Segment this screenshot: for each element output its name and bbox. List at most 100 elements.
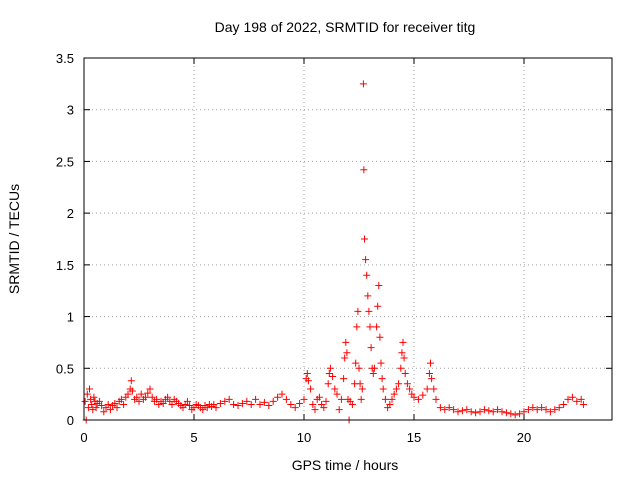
data-point-marker [127, 377, 135, 385]
data-point-marker [300, 395, 308, 403]
x-tick-label: 15 [407, 430, 421, 445]
data-point-marker [538, 404, 546, 412]
data-point-marker [485, 407, 493, 415]
data-point-marker [476, 408, 484, 416]
data-point-marker [153, 395, 161, 403]
data-point-marker [450, 406, 458, 414]
data-point-marker [342, 338, 350, 346]
data-point-marker [183, 397, 191, 405]
data-point-marker [356, 380, 364, 388]
data-point-marker [221, 397, 229, 405]
data-point-marker [363, 271, 371, 279]
data-point-marker [377, 359, 385, 367]
data-point-marker [467, 408, 475, 416]
data-point-marker [329, 373, 337, 381]
data-point-marker [498, 408, 506, 416]
data-point-marker [100, 408, 108, 416]
data-point-marker [148, 393, 156, 401]
data-point-marker [84, 404, 92, 412]
data-point-marker [135, 397, 143, 405]
data-point-marker [423, 385, 431, 393]
data-point-marker [90, 393, 98, 401]
data-point-marker [494, 406, 502, 414]
data-point-marker [458, 407, 466, 415]
data-points [81, 80, 587, 424]
data-point-marker [81, 397, 89, 405]
y-axis-label: SRMTID / TECUs [6, 184, 22, 294]
data-point-marker [86, 385, 93, 393]
data-point-marker [341, 354, 349, 362]
data-point-marker [376, 333, 384, 341]
data-point-marker [397, 364, 405, 372]
data-point-marker [146, 385, 154, 393]
data-point-marker [395, 380, 403, 388]
data-point-marker [309, 400, 317, 408]
data-point-marker [348, 400, 356, 408]
data-point-marker [386, 400, 394, 408]
data-point-marker [269, 397, 277, 405]
data-point-marker [352, 359, 360, 367]
y-tick-label: 0.5 [56, 361, 74, 376]
data-point-marker [546, 408, 554, 416]
data-point-marker [252, 395, 260, 403]
data-point-marker [274, 393, 282, 401]
plot-frame [83, 57, 613, 421]
y-tick-label: 2.5 [56, 154, 74, 169]
data-point-marker [573, 397, 581, 405]
data-point-marker [560, 400, 568, 408]
data-point-marker [234, 402, 242, 410]
data-point-marker [480, 406, 488, 414]
data-point-marker [225, 395, 233, 403]
data-point-marker [265, 402, 273, 410]
data-point-marker [117, 395, 125, 403]
data-point-marker [388, 395, 396, 403]
grid-lines [84, 58, 612, 420]
data-point-marker [343, 349, 351, 357]
data-point-marker [374, 302, 382, 310]
data-point-marker [360, 166, 368, 174]
data-point-marker [355, 364, 363, 372]
data-point-marker [358, 385, 366, 393]
data-point-marker [577, 395, 585, 403]
x-tick-label: 20 [517, 430, 531, 445]
data-point-marker [164, 393, 172, 401]
data-point-marker [502, 409, 510, 417]
data-point-marker [359, 80, 367, 88]
data-point-marker [243, 397, 251, 405]
data-point-marker [375, 282, 383, 290]
data-point-marker [247, 400, 255, 408]
data-point-marker [238, 399, 246, 407]
data-point-marker [419, 391, 427, 399]
data-point-marker [304, 377, 312, 385]
data-point-marker [315, 393, 323, 401]
data-point-marker [120, 400, 128, 408]
data-point-marker [436, 404, 444, 412]
data-point-marker [333, 390, 341, 398]
data-point-marker [511, 411, 519, 419]
data-point-marker [124, 390, 132, 398]
data-point-marker [362, 256, 370, 264]
data-point-marker [287, 400, 295, 408]
axis-ticks: 0 5 10 15 20 0 0.5 1 1.5 2 2.5 3 3.5 [56, 51, 612, 445]
data-point-marker [524, 406, 532, 414]
data-point-marker [370, 364, 378, 372]
data-point-marker [159, 399, 167, 407]
data-point-marker [278, 390, 286, 398]
x-axis-label: GPS time / hours [292, 457, 399, 473]
data-point-marker [379, 385, 387, 393]
x-tick-label: 5 [190, 430, 197, 445]
data-point-marker [551, 406, 559, 414]
data-point-marker [489, 408, 497, 416]
data-point-marker [212, 404, 220, 412]
data-point-marker [256, 400, 264, 408]
x-tick-label: 0 [80, 430, 87, 445]
data-point-marker [403, 380, 411, 388]
data-point-marker [291, 404, 299, 412]
data-point-marker [324, 380, 332, 388]
data-point-marker [463, 406, 471, 414]
data-point-marker [104, 400, 112, 408]
data-point-marker [106, 406, 114, 414]
data-point-marker [340, 375, 348, 383]
data-point-marker [390, 390, 398, 398]
